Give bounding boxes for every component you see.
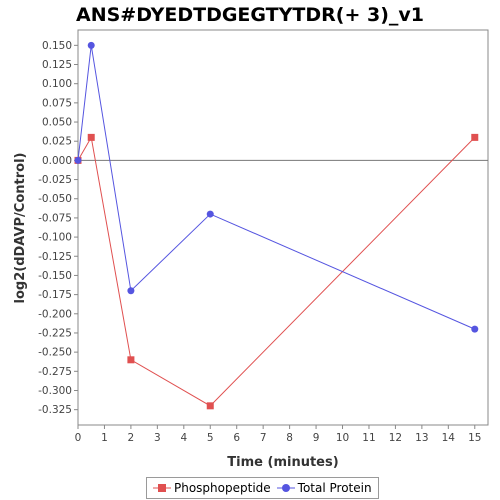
y-tick-label: -0.300 xyxy=(38,385,72,397)
y-tick-label: -0.325 xyxy=(38,404,72,416)
x-tick-label: 2 xyxy=(128,432,135,444)
data-point-total-protein xyxy=(74,156,82,164)
x-tick-label: 6 xyxy=(233,432,240,444)
y-tick-label: -0.275 xyxy=(38,366,72,378)
y-tick-label: -0.175 xyxy=(38,289,72,301)
legend-item-total-protein: Total Protein xyxy=(276,481,372,495)
x-axis-title: Time (minutes) xyxy=(227,455,338,470)
y-tick-label: -0.025 xyxy=(38,174,72,186)
data-point-phosphopeptide xyxy=(127,356,135,364)
data-point-total-protein xyxy=(206,210,214,218)
y-tick-label: 0.075 xyxy=(42,97,72,109)
y-tick-label: -0.150 xyxy=(38,270,72,282)
y-axis: 0.150 0.125 0.100 0.075 0.050 0.025 0.000 -0.02… xyxy=(38,40,78,416)
legend: Phosphopeptide Total Protein xyxy=(146,477,379,499)
x-tick-label: 4 xyxy=(180,432,187,444)
x-tick-label: 13 xyxy=(415,432,428,444)
legend-label-total-protein: Total Protein xyxy=(297,481,372,495)
x-tick-label: 14 xyxy=(442,432,456,444)
y-tick-label: 0.150 xyxy=(42,40,72,52)
x-tick-label: 0 xyxy=(75,432,82,444)
y-tick-label: 0.100 xyxy=(42,78,72,90)
x-tick-label: 3 xyxy=(154,432,161,444)
y-tick-label: -0.100 xyxy=(38,232,72,244)
y-tick-label: -0.250 xyxy=(38,347,72,359)
chart-title: ANS#DYEDTDGEGTYTDR(+ 3)_v1 xyxy=(76,4,424,26)
x-tick-label: 12 xyxy=(389,432,402,444)
x-tick-label: 10 xyxy=(336,432,349,444)
series-layer xyxy=(74,41,479,410)
data-point-total-protein xyxy=(471,325,479,333)
x-axis: 0 1 2 3 4 5 6 7 8 9 10 11 12 13 14 15 xyxy=(75,425,481,444)
x-tick-label: 15 xyxy=(468,432,481,444)
y-tick-label: -0.050 xyxy=(38,193,72,205)
y-tick-label: 0.025 xyxy=(42,136,72,148)
legend-swatch-phosphopeptide xyxy=(153,484,171,492)
legend-swatch-total-protein xyxy=(276,484,295,492)
plot-area xyxy=(77,29,489,426)
x-tick-label: 5 xyxy=(207,432,214,444)
x-tick-label: 9 xyxy=(313,432,320,444)
y-tick-label: -0.075 xyxy=(38,212,72,224)
y-axis-title: log2(dDAVP/Control) xyxy=(13,153,28,304)
legend-label-phosphopeptide: Phosphopeptide xyxy=(174,481,271,495)
data-point-phosphopeptide xyxy=(206,402,214,410)
x-tick-label: 7 xyxy=(260,432,267,444)
x-tick-label: 1 xyxy=(101,432,108,444)
x-tick-label: 11 xyxy=(362,432,375,444)
data-point-phosphopeptide xyxy=(471,133,479,141)
y-tick-label: -0.125 xyxy=(38,251,72,263)
x-tick-label: 8 xyxy=(286,432,293,444)
legend-item-phosphopeptide: Phosphopeptide xyxy=(153,481,271,495)
data-point-total-protein xyxy=(127,287,135,295)
data-point-phosphopeptide xyxy=(87,133,95,141)
y-tick-label: 0.050 xyxy=(42,117,72,129)
data-point-total-protein xyxy=(87,41,95,49)
y-tick-label: -0.200 xyxy=(38,308,72,320)
y-tick-label: 0.125 xyxy=(42,59,72,71)
y-tick-label: 0.000 xyxy=(42,155,72,167)
y-tick-label: -0.225 xyxy=(38,327,72,339)
